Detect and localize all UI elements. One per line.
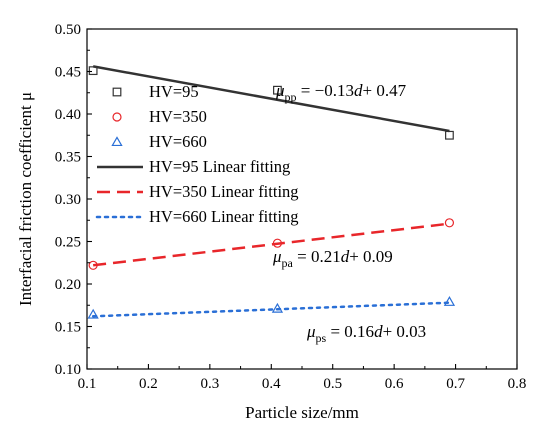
axis-ticks: 0.1 0.2 0.3 0.4 0.5 0.6 0.7 0.8 0.10 0.15 0.20 0.25… [55,22,527,392]
x-axis-label: Particle size/mm [245,403,359,422]
equation-part: μ [272,247,282,266]
y-tick-label: 0.10 [55,362,81,378]
legend-label: HV=660 Linear fitting [149,207,299,226]
data-points [87,66,456,319]
y-tick-label: 0.20 [55,277,81,293]
fit-line-0 [92,65,450,133]
data-point-1-0 [88,260,98,270]
legend-marker-1 [112,112,122,122]
data-point-0-2 [445,130,454,140]
y-tick-label: 0.15 [55,320,81,336]
legend-label: HV=95 [149,82,199,101]
fit-equation-1: μpa = 0.21d+ 0.09 [272,247,393,270]
data-point-1-2 [444,218,455,228]
data-point-2-0 [87,308,99,319]
data-point-2-2 [443,296,456,306]
fit-equation-2: μps = 0.16d+ 0.03 [306,322,426,345]
legend-label: HV=95 Linear fitting [149,157,290,176]
x-tick-label: 0.6 [385,376,404,392]
y-tick-label: 0.25 [55,235,81,251]
legend-marker-2 [111,136,123,147]
fit-lines [91,65,451,318]
fit-equation-0: μpp = −0.13d+ 0.47 [275,81,407,104]
x-tick-label: 0.1 [78,376,97,392]
equation-part: μ [306,322,316,341]
y-tick-label: 0.50 [55,22,81,38]
equation-part: d [374,322,383,341]
x-tick-label: 0.4 [262,376,281,392]
equation-part: pa [282,256,294,270]
data-point-1-1 [272,238,283,248]
x-tick-label: 0.7 [446,376,465,392]
equation-part: + 0.03 [383,322,427,341]
legend-label: HV=350 [149,107,207,126]
equation-part: ps [316,331,327,345]
equation-part: μ [275,81,285,100]
equation-part: d [354,81,363,100]
y-tick-label: 0.35 [55,150,81,166]
x-tick-label: 0.8 [508,376,527,392]
equation-part: pp [285,90,297,104]
legend-marker-0 [112,87,122,97]
equation-part: + 0.09 [349,247,393,266]
y-tick-label: 0.45 [55,65,81,81]
fit-line-1 [92,222,450,267]
legend-label: HV=660 [149,132,207,151]
data-point-0-0 [88,66,98,76]
y-tick-label: 0.40 [55,107,81,123]
data-point-0-1 [273,85,282,95]
equation-part: = 0.21 [293,247,341,266]
legend-label: HV=350 Linear fitting [149,182,299,201]
y-axis-label: Interfacial friction coefficient μ [16,92,35,306]
equation-part: + 0.47 [362,81,406,100]
x-tick-label: 0.3 [200,376,219,392]
equation-part: = −0.13 [297,81,354,100]
x-tick-label: 0.5 [323,376,342,392]
y-tick-label: 0.30 [55,192,81,208]
legend: HV=95 HV=350 HV=660 HV=95 Linear fitting HV=… [95,82,299,226]
equation-part: d [341,247,350,266]
data-point-2-1 [271,302,284,313]
x-tick-label: 0.2 [139,376,158,392]
equation-part: = 0.16 [326,322,374,341]
fit-line-2 [91,301,451,318]
